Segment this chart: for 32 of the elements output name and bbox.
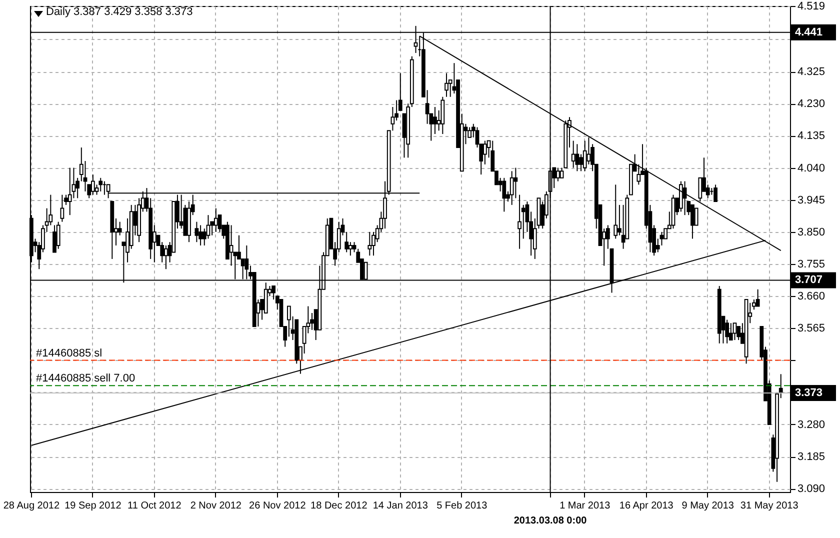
y-tick-label: 3.945 xyxy=(798,194,826,206)
y-tick-label: 3.280 xyxy=(798,418,826,431)
y-tick-label: 4.135 xyxy=(798,130,826,142)
y-tick-label: 4.325 xyxy=(798,66,826,78)
y-tick-label: 3.850 xyxy=(798,226,826,238)
y-tick-label: 4.040 xyxy=(798,162,826,174)
x-tick-label: 19 Sep 2012 xyxy=(64,500,122,512)
x-tick-label: 14 Jan 2013 xyxy=(372,500,428,512)
x-tick-label: 18 Dec 2012 xyxy=(310,500,368,512)
ref-line-label: 4.441 xyxy=(795,26,823,38)
x-tick-label: 9 May 2013 xyxy=(682,500,734,512)
ref-line-label: #14460885 sell 7.00 xyxy=(36,372,136,385)
ref-line-label: 3.373 xyxy=(795,387,823,400)
x-tick-label: 11 Oct 2012 xyxy=(128,500,182,512)
y-tick-label: 3.660 xyxy=(798,290,826,303)
ref-line-label: 3.707 xyxy=(795,274,823,286)
y-tick-label: 3.565 xyxy=(798,322,826,335)
x-tick-label: 5 Feb 2013 xyxy=(436,500,488,512)
x-tick-label: 16 Apr 2013 xyxy=(619,500,674,512)
x-tick-label: 2013.03.08 0:00 xyxy=(514,516,588,526)
y-tick-label: 3.185 xyxy=(798,451,826,464)
x-tick-label: 28 Aug 2012 xyxy=(3,500,60,512)
ref-line-label: #14460885 sl xyxy=(36,347,102,360)
y-tick-label: 3.090 xyxy=(798,483,826,496)
y-tick-label: 4.519 xyxy=(798,0,826,12)
x-tick-label: 1 Mar 2013 xyxy=(560,500,611,512)
x-tick-label: 31 May 2013 xyxy=(740,500,799,512)
y-tick-label: 4.230 xyxy=(798,98,826,110)
x-tick-label: 26 Nov 2012 xyxy=(249,500,306,512)
x-tick-label: 2 Nov 2012 xyxy=(190,500,242,512)
chart-title: Daily 3.387 3.429 3.358 3.373 xyxy=(46,6,193,18)
y-tick-label: 3.755 xyxy=(798,258,826,271)
